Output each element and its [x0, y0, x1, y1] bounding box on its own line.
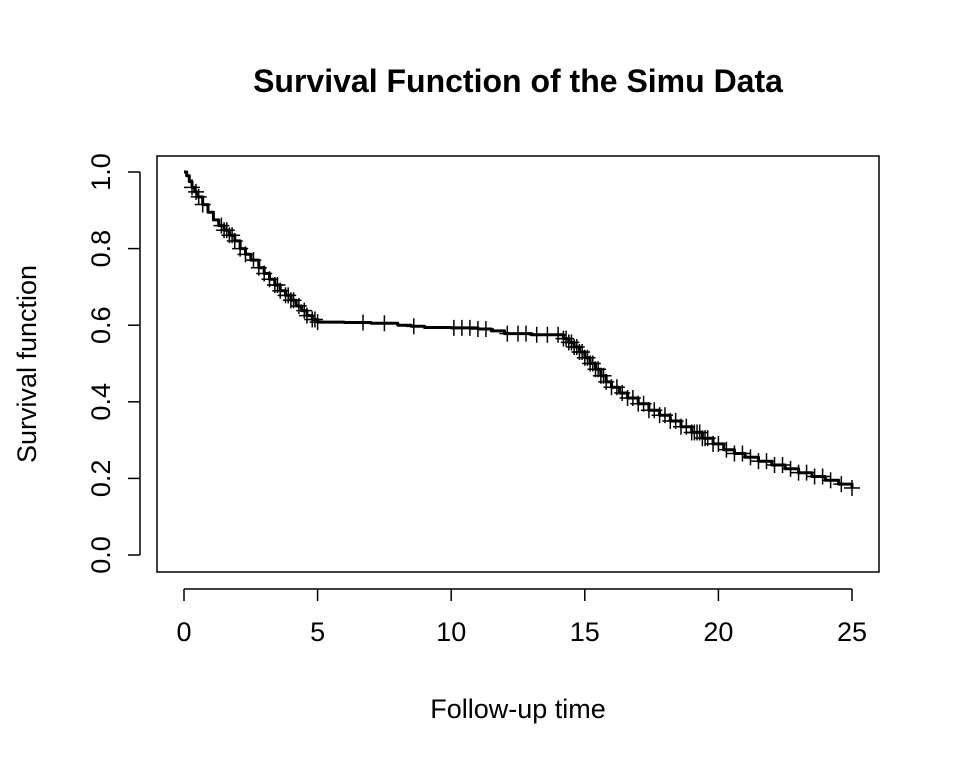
censor-mark [758, 453, 775, 470]
y-tick-label: 0.0 [86, 536, 116, 574]
censor-mark [461, 319, 478, 336]
censor-mark [190, 188, 207, 205]
x-axis-label: Follow-up time [430, 694, 606, 724]
censor-mark [814, 468, 831, 485]
censor-mark [306, 311, 323, 328]
censor-marks [184, 179, 860, 496]
censor-mark [822, 472, 839, 489]
x-axis: 0 5 10 15 20 25 [176, 588, 867, 647]
censor-mark [518, 325, 535, 342]
y-tick-label: 1.0 [86, 153, 116, 191]
censor-mark [477, 321, 494, 338]
censor-mark [710, 435, 727, 452]
censor-mark [782, 460, 799, 477]
y-tick-label: 0.8 [86, 230, 116, 268]
censor-mark [734, 445, 751, 462]
y-axis-label: Survival function [12, 265, 42, 463]
censor-mark [774, 456, 791, 473]
censor-mark [237, 246, 254, 263]
plot-frame [156, 155, 880, 573]
censor-mark [309, 314, 326, 331]
x-tick-label: 25 [837, 617, 867, 647]
x-tick-label: 10 [436, 617, 466, 647]
censor-mark [844, 479, 860, 496]
censor-mark [798, 464, 815, 481]
censor-mark [376, 315, 393, 332]
censor-mark [194, 196, 211, 213]
censor-mark [742, 449, 759, 466]
x-tick-label: 5 [310, 617, 325, 647]
y-tick-label: 0.6 [86, 306, 116, 344]
x-tick-label: 15 [570, 617, 600, 647]
censor-mark [405, 318, 422, 335]
censor-mark [833, 476, 850, 493]
censor-mark [355, 314, 372, 331]
censor-mark [595, 367, 612, 384]
y-axis: 0.0 0.2 0.4 0.6 0.8 1.0 [86, 153, 141, 574]
censor-mark [718, 441, 735, 458]
chart-title: Survival Function of the Simu Data [253, 63, 783, 99]
y-tick-label: 0.2 [86, 460, 116, 498]
x-tick-label: 0 [176, 617, 191, 647]
x-tick-label: 20 [703, 617, 733, 647]
y-tick-label: 0.4 [86, 383, 116, 421]
